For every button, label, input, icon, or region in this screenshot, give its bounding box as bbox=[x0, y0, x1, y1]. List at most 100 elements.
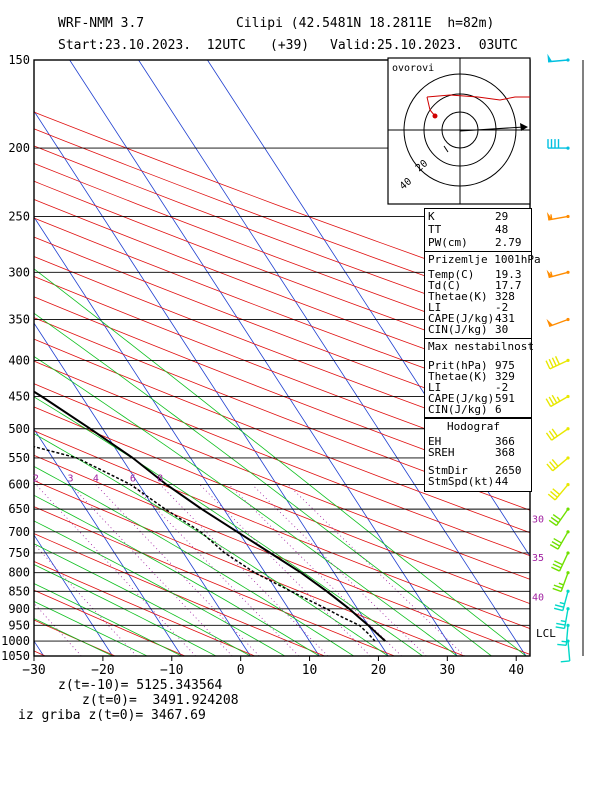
header: WRF-NMM 3.7 Cilipi (42.5481N 18.2811E h=… bbox=[0, 0, 600, 58]
wind-barb-flag bbox=[553, 607, 564, 612]
hodo-row-value: 44 bbox=[495, 475, 509, 488]
moist-adiabat-line bbox=[34, 564, 217, 656]
dry-adiabat-line bbox=[34, 533, 325, 656]
lcl-label: LCL bbox=[536, 627, 556, 640]
temperature-tick-label: 30 bbox=[440, 663, 456, 678]
tt-index-value: 48 bbox=[495, 223, 509, 236]
mixing-ratio-labels: 0.5123468 bbox=[33, 474, 163, 485]
wind-barb bbox=[545, 394, 570, 408]
hodograph-stats-box: Hodograf EH 366 SREH 368 StmDir 2650 Stm… bbox=[424, 418, 532, 492]
pressure-tick-label: 300 bbox=[8, 265, 30, 279]
moist-adiabat-line bbox=[34, 543, 251, 656]
hodo-mark bbox=[443, 145, 449, 153]
height-tm10: z(t=-10)= 5125.343564 bbox=[58, 678, 223, 693]
hodo-row-label: StmSpd(kt) bbox=[428, 475, 495, 488]
temperature-tick-label: 0 bbox=[237, 663, 245, 678]
wind-barb-flag bbox=[545, 432, 553, 441]
pressure-tick-label: 200 bbox=[8, 141, 30, 155]
instability-row-label: Prit(hPa) bbox=[428, 359, 488, 372]
mixing-ratio-label: 8 bbox=[157, 474, 163, 485]
moist-adiabat-line bbox=[34, 465, 354, 656]
wind-barb-flag bbox=[551, 540, 561, 547]
wind-barb-flag bbox=[551, 357, 557, 367]
isotherm-line bbox=[34, 322, 251, 656]
isotherm-line bbox=[34, 534, 113, 656]
instability-row-value: -2 bbox=[495, 381, 509, 394]
instability-row-value: 329 bbox=[495, 370, 515, 383]
pressure-tick-label: 1000 bbox=[1, 634, 30, 648]
wind-barb-flag bbox=[548, 430, 556, 439]
hodograph-label: ovorovi bbox=[392, 63, 434, 74]
wind-barb-staff bbox=[548, 318, 569, 328]
surface-row-label: Td(C) bbox=[428, 279, 462, 292]
wind-barb-flag bbox=[550, 214, 553, 220]
isotherm-line bbox=[34, 428, 182, 656]
surface-row-label: LI bbox=[428, 301, 442, 314]
wind-barb-flag bbox=[550, 271, 553, 277]
wind-barb bbox=[546, 456, 570, 472]
instability-title: Max nestabilnost bbox=[428, 340, 534, 353]
moist-adiabat-line bbox=[34, 396, 423, 656]
instability-row-label: Thetae(K) bbox=[428, 370, 488, 383]
wind-barb-pennant bbox=[547, 53, 553, 62]
surface-row-value: 431 bbox=[495, 312, 515, 325]
mixing-ratio-label: 4 bbox=[93, 474, 99, 485]
temperature-tick-label: −30 bbox=[22, 663, 45, 678]
instability-row-label: CAPE(J/kg) bbox=[428, 392, 495, 405]
pressure-tick-label: 350 bbox=[8, 313, 30, 327]
hodograph-frame bbox=[387, 57, 531, 205]
wind-barb-flag bbox=[552, 488, 561, 496]
wind-barb bbox=[548, 507, 570, 527]
mixing-ratio-label: 6 bbox=[130, 474, 136, 485]
hodo-row-label: EH bbox=[428, 435, 442, 448]
wind-barb bbox=[552, 571, 570, 593]
wind-barb bbox=[545, 427, 570, 441]
pressure-tick-label: 850 bbox=[8, 584, 30, 598]
pw-value: 2.79 bbox=[495, 236, 522, 249]
hodo-trace-low bbox=[426, 96, 436, 117]
start-time: Start:23.10.2023. 12UTC bbox=[58, 38, 246, 53]
wind-barb-staff bbox=[552, 457, 569, 472]
wind-barb-flag bbox=[553, 584, 563, 589]
surface-row-value: 328 bbox=[495, 290, 515, 303]
wind-barb-staff bbox=[557, 531, 569, 550]
surface-title: Prizemlje 1001hPa bbox=[428, 253, 541, 266]
footer: z(t=-10)= 5125.343564 z(t=0)= 3491.92420… bbox=[0, 672, 600, 732]
wind-barb-staff bbox=[565, 625, 569, 646]
hodograph: ovorovi 20 40 bbox=[387, 57, 531, 205]
wind-barb-flag bbox=[545, 360, 551, 370]
moist-adiabat-line bbox=[34, 433, 389, 656]
wind-barb-flag bbox=[551, 428, 558, 437]
surface-box: Prizemlje 1001hPa Temp(C) 19.3 Td(C) 17.… bbox=[424, 251, 541, 339]
pressure-tick-label: 550 bbox=[8, 451, 30, 465]
wind-barb-flag bbox=[560, 660, 570, 663]
hodo-trace-high bbox=[426, 94, 530, 101]
isotherm-line bbox=[69, 60, 458, 656]
isotherm-line bbox=[207, 60, 530, 558]
moist-adiabat-line bbox=[34, 520, 286, 656]
k-index-value: 29 bbox=[495, 210, 509, 223]
temperature-tick-label: −20 bbox=[91, 663, 114, 678]
surface-row-label: Temp(C) bbox=[428, 268, 475, 281]
moist-adiabat-line bbox=[34, 583, 182, 656]
wind-barb-staff bbox=[560, 572, 569, 592]
surface-row-label: Thetae(K) bbox=[428, 290, 488, 303]
mixing-ratio-line bbox=[287, 484, 465, 656]
hodograph-stats-title: Hodograf bbox=[447, 420, 500, 433]
pressure-tick-label: 400 bbox=[8, 353, 30, 367]
wind-barb-flag bbox=[550, 516, 559, 524]
surface-row-value: 30 bbox=[495, 323, 509, 336]
mixing-ratio-line bbox=[34, 543, 137, 656]
temperature-tick-label: 40 bbox=[508, 663, 524, 678]
wind-barb-flag bbox=[554, 560, 563, 566]
station-info: Cilipi (42.5481N 18.2811E h=82m) bbox=[236, 16, 495, 31]
mixing-ratio-line bbox=[159, 484, 329, 656]
pressure-tick-label: 900 bbox=[8, 602, 30, 616]
indices-box: K 29 TT 48 PW(cm) 2.79 bbox=[424, 208, 532, 252]
hodo-row-value: 2650 bbox=[495, 464, 522, 477]
temperature-tick-label: 20 bbox=[371, 663, 387, 678]
temperature-axis: −30 −20 −10 0 10 20 30 40 bbox=[22, 656, 524, 678]
pressure-tick-label: 650 bbox=[8, 502, 30, 516]
instability-box: Max nestabilnost Prit(hPa) 975 Thetae(K)… bbox=[424, 338, 534, 418]
surface-row-label: CIN(J/kg) bbox=[428, 323, 488, 336]
